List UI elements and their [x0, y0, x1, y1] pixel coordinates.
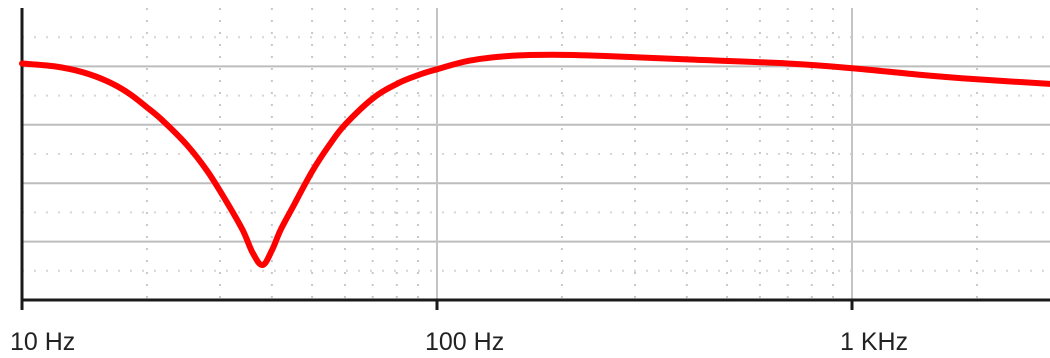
response-curve	[19, 51, 1050, 268]
x-tick-label: 10 Hz	[10, 328, 75, 356]
x-tick-label: 100 Hz	[425, 328, 504, 356]
x-tick-label: 1 KHz	[840, 328, 908, 356]
